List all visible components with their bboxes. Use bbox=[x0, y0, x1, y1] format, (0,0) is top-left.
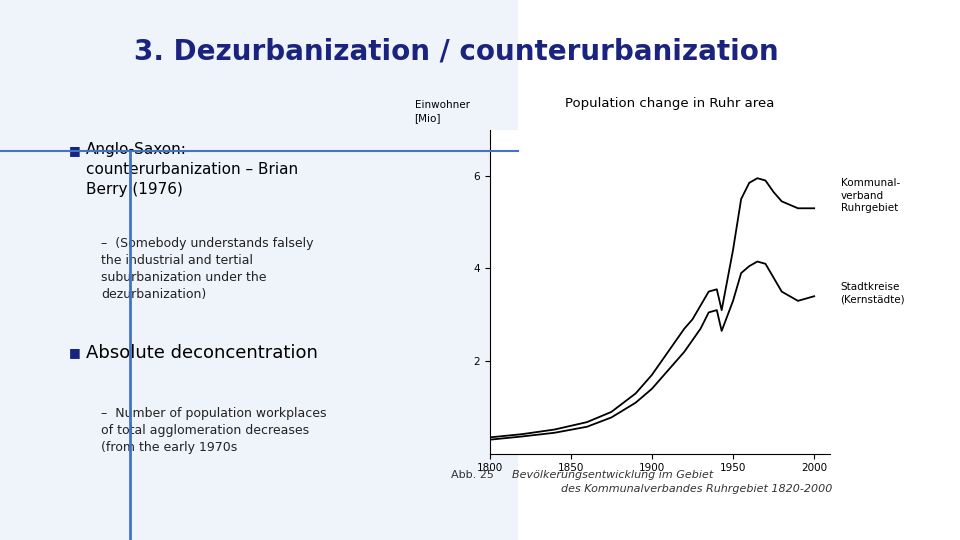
Text: Abb. 25: Abb. 25 bbox=[451, 470, 494, 481]
Text: Einwohner
[Mio]: Einwohner [Mio] bbox=[415, 100, 469, 123]
Text: ■: ■ bbox=[69, 346, 81, 359]
Text: 3. Dezurbanization / counterurbanization: 3. Dezurbanization / counterurbanization bbox=[134, 38, 779, 66]
Text: Anglo-Saxon:
counterurbanization – Brian
Berry (1976): Anglo-Saxon: counterurbanization – Brian… bbox=[85, 142, 298, 197]
Text: Stadtkreise
(Kernstädte): Stadtkreise (Kernstädte) bbox=[841, 282, 905, 304]
Text: ■: ■ bbox=[69, 144, 81, 157]
Text: –  Number of population workplaces
of total agglomeration decreases
(from the ea: – Number of population workplaces of tot… bbox=[101, 407, 326, 454]
Text: Kommunal-
verband
Ruhrgebiet: Kommunal- verband Ruhrgebiet bbox=[841, 178, 900, 213]
Text: Absolute deconcentration: Absolute deconcentration bbox=[85, 344, 318, 362]
Text: –  (Somebody understands falsely
the industrial and tertial
suburbanization unde: – (Somebody understands falsely the indu… bbox=[101, 237, 314, 301]
Text: Bevölkerungsentwicklung im Gebiet
              des Kommunalverbandes Ruhrgebiet: Bevölkerungsentwicklung im Gebiet des Ko… bbox=[513, 470, 832, 494]
Text: Population change in Ruhr area: Population change in Ruhr area bbox=[564, 97, 774, 110]
